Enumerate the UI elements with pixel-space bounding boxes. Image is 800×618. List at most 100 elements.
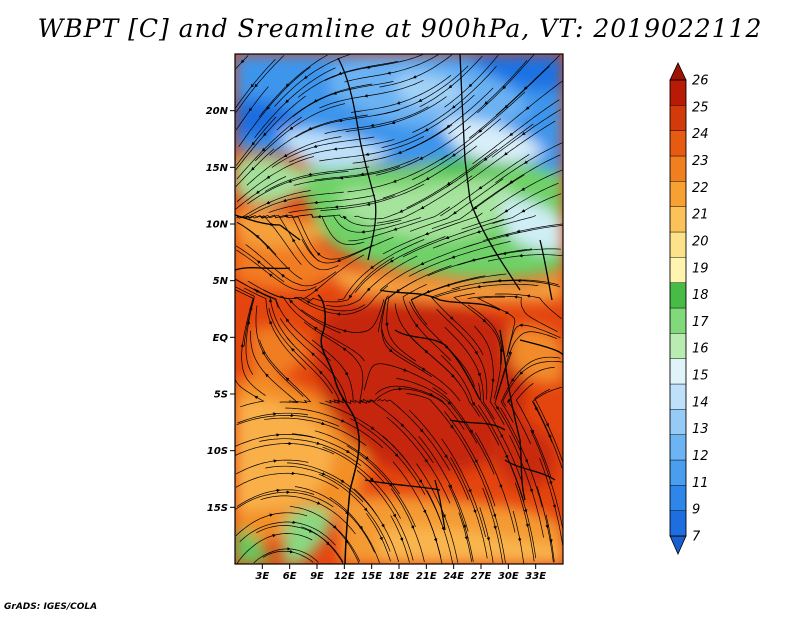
streamline — [474, 325, 505, 425]
streamline — [476, 296, 516, 357]
streamline — [238, 66, 311, 147]
colorbar-label: 9 — [692, 503, 700, 518]
streamline — [445, 123, 534, 188]
streamline-arrow — [261, 147, 266, 152]
streamline — [382, 145, 478, 199]
streamline-arrow — [308, 126, 313, 130]
streamline-arrow — [366, 202, 372, 206]
streamline-arrow — [548, 434, 552, 439]
colorbar-swatch — [669, 206, 687, 233]
streamline — [345, 96, 447, 132]
streamline — [264, 166, 370, 192]
lon-tick-label: 3E — [255, 571, 269, 582]
streamline-arrow — [420, 261, 425, 265]
streamline — [514, 482, 535, 562]
streamline-arrow — [268, 513, 274, 517]
streamline — [236, 489, 315, 507]
streamline — [293, 166, 400, 186]
streamline-arrow — [521, 209, 526, 213]
streamline-arrow — [516, 229, 522, 233]
streamline — [418, 436, 469, 532]
colorbar-swatch — [669, 434, 687, 461]
colorbar-label: 24 — [692, 127, 709, 142]
streamline — [472, 460, 506, 563]
streamline-arrow — [313, 98, 318, 103]
streamline — [381, 295, 433, 378]
streamline-arrow — [266, 105, 271, 110]
streamline — [467, 295, 558, 333]
streamline-arrow — [394, 453, 399, 457]
lat-tick-label: 15N — [206, 163, 229, 174]
streamline — [382, 212, 483, 255]
streamline — [325, 255, 418, 307]
streamline — [374, 65, 469, 116]
streamline-arrow — [292, 238, 296, 243]
streamline — [500, 407, 543, 508]
streamline-arrow — [359, 525, 363, 530]
streamline-arrow — [246, 320, 251, 326]
streamline — [235, 59, 276, 109]
streamline-arrow — [315, 441, 321, 445]
streamline — [255, 305, 304, 397]
streamline-arrow — [446, 181, 451, 186]
streamline — [379, 54, 453, 88]
streamline — [239, 521, 336, 546]
map-title: WBPT [C] and Sreamline at 900hPa, VT: 20… — [37, 14, 763, 43]
streamline — [495, 331, 558, 400]
streamline — [235, 279, 294, 346]
streamline-arrow — [441, 526, 445, 531]
colorbar-over-arrow — [669, 62, 687, 81]
streamline-arrow — [388, 348, 393, 353]
streamline — [539, 457, 563, 545]
streamline-arrow — [534, 406, 538, 412]
streamline — [440, 91, 526, 161]
streamline — [268, 194, 376, 213]
streamline-arrow — [448, 484, 452, 489]
streamline-arrow — [504, 310, 510, 314]
streamline — [346, 445, 416, 528]
longitude-axis: 3E 6E 9E 12E 15E 18E 21E 24E 27E 30E 33E — [255, 564, 546, 582]
streamline-arrow — [399, 536, 404, 542]
streamline-arrow — [442, 513, 446, 519]
colorbar-label: 12 — [692, 449, 709, 464]
streamline-arrow — [289, 299, 294, 304]
streamline — [235, 472, 339, 490]
streamline-arrow — [365, 456, 369, 460]
streamline — [256, 525, 344, 563]
streamline — [235, 434, 315, 447]
streamline — [274, 214, 365, 245]
streamline-arrow — [464, 535, 468, 541]
streamline-arrow — [468, 488, 472, 493]
streamline-arrow — [517, 537, 522, 542]
colorbar-swatch — [669, 181, 687, 207]
streamline — [509, 435, 544, 538]
streamline-arrow — [254, 395, 259, 400]
streamline-arrow — [525, 522, 529, 528]
streamline-arrow — [255, 190, 260, 194]
lat-tick-label: 5S — [214, 390, 228, 401]
colorbar-swatch — [669, 383, 687, 410]
streamline-arrow — [262, 350, 266, 356]
streamline — [279, 318, 347, 402]
streamline — [530, 429, 563, 530]
streamline — [534, 388, 563, 462]
streamline — [448, 484, 474, 562]
streamline-arrow — [370, 426, 375, 430]
streamline — [376, 175, 473, 224]
streamline — [236, 249, 317, 291]
streamline — [432, 387, 495, 475]
streamline — [324, 106, 429, 134]
streamline — [235, 459, 309, 475]
lon-tick-label: 24E — [443, 571, 464, 582]
colorbar-label: 7 — [692, 530, 701, 545]
streamline — [294, 486, 375, 553]
streamline — [381, 94, 475, 149]
streamline-arrow — [266, 200, 271, 205]
streamline — [424, 509, 443, 564]
streamline — [440, 355, 500, 446]
streamline-arrow — [392, 513, 397, 518]
streamline — [466, 120, 556, 183]
streamline-arrow — [451, 105, 456, 109]
streamline-arrow — [511, 377, 515, 383]
streamline — [347, 154, 448, 193]
